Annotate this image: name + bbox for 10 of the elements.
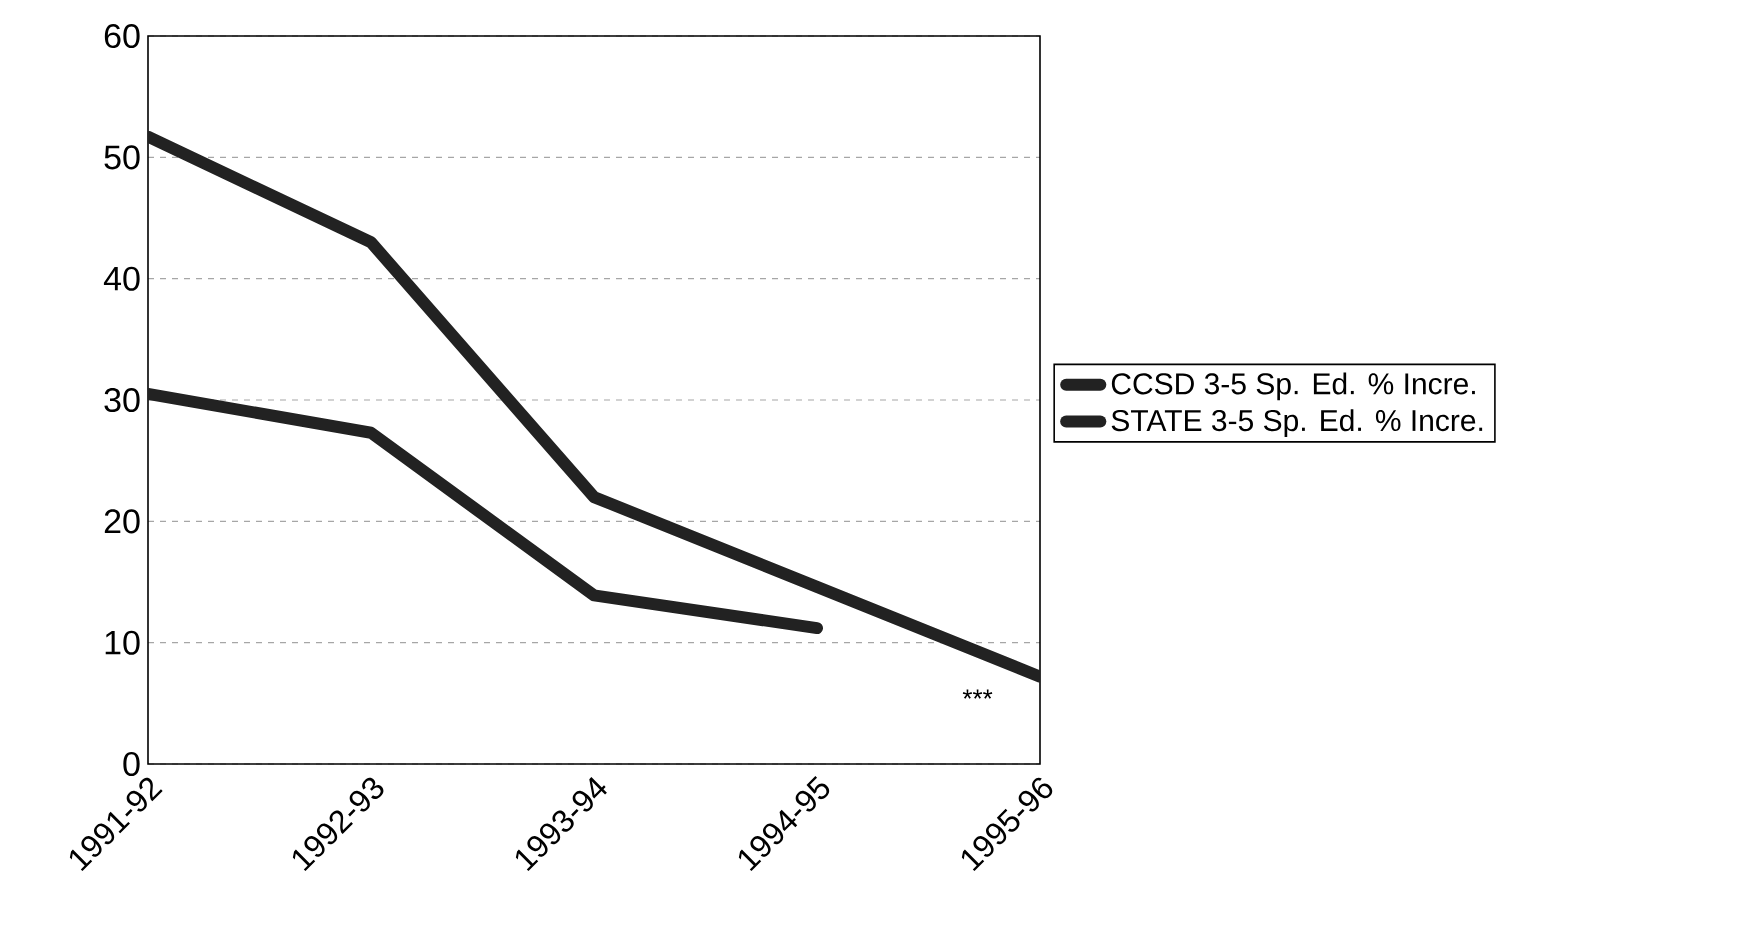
annotation: *** [962,689,993,699]
y-tick-label: 0 [123,751,140,777]
y-tick-label: 20 [104,509,140,534]
y-tick-label: 40 [103,266,140,291]
legend-label: CCSD 3-5 Sp. Ed. % Incre. [1111,372,1475,401]
y-tick-label: 60 [104,23,140,49]
y-tick-label: 30 [104,387,140,413]
y-tick-label: 50 [104,145,140,170]
legend-label: STATE 3-5 Sp. Ed. % Incre. [1111,409,1483,438]
y-tick-label: 10 [105,630,140,655]
